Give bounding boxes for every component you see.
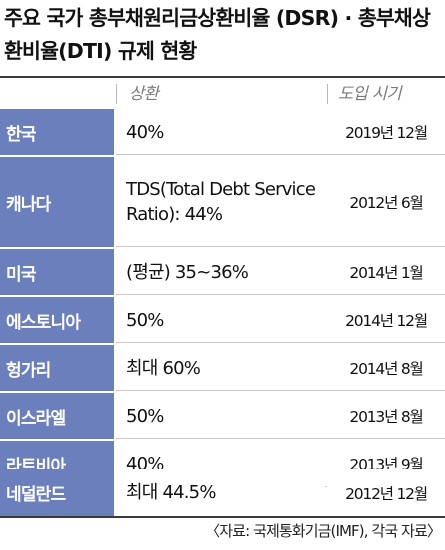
row-divider	[116, 438, 445, 439]
country-cell: 미국	[0, 249, 114, 295]
country-cell: 캐나다	[0, 157, 114, 247]
status-cell: 40%	[116, 109, 325, 155]
row-divider	[116, 154, 445, 155]
country-cell: 한국	[0, 109, 114, 155]
country-cell: 이스라엘	[0, 393, 114, 439]
table-row: 한국 40% 2019년 12월	[0, 109, 445, 155]
table-bottom-rule	[0, 516, 445, 518]
date-cell: 2013년 8월	[327, 393, 445, 439]
source-note: 〈자료: 국제통화기금(IMF), 각국 자료〉	[205, 522, 442, 540]
table-header: 상환 도입 시기	[0, 76, 445, 109]
status-cell: 50%	[116, 393, 325, 439]
row-divider	[116, 294, 445, 295]
page-title: 주요 국가 총부채원리금상환비율 (DSR) · 총부채상환비율(DTI) 규제…	[4, 6, 431, 63]
header-divider	[116, 84, 117, 104]
row-divider	[116, 342, 445, 343]
status-cell: 최대 60%	[116, 345, 325, 391]
country-cell: 헝가리	[0, 345, 114, 391]
table-row: 헝가리 최대 60% 2014년 8월	[0, 345, 445, 391]
table-row: 미국 (평균) 35~36% 2014년 1월	[0, 249, 445, 295]
date-cell: 2014년 8월	[327, 345, 445, 391]
date-cell: 2012년 6월	[327, 157, 445, 247]
row-divider	[116, 246, 445, 247]
date-cell: 2014년 1월	[327, 249, 445, 295]
country-cell: 에스토니아	[0, 297, 114, 343]
date-cell: 2019년 12월	[327, 109, 445, 155]
header-status: 상환	[129, 84, 159, 103]
table-row: 이스라엘 50% 2013년 8월	[0, 393, 445, 439]
date-cell: 2012년 12월	[327, 469, 445, 516]
table-row: 캐나다 TDS(Total Debt Service Ratio): 44% 2…	[0, 157, 445, 247]
status-cell: 최대 44.5%	[116, 469, 325, 516]
status-cell: (평균) 35~36%	[116, 249, 325, 295]
row-divider	[116, 390, 445, 391]
country-cell: 네덜란드	[0, 469, 114, 516]
table-row: 네덜란드 최대 44.5% 2012년 12월	[0, 469, 445, 516]
header-date: 도입 시기	[338, 84, 402, 103]
table-row: 에스토니아 50% 2014년 12월	[0, 297, 445, 343]
date-cell: 2014년 12월	[327, 297, 445, 343]
status-cell: 50%	[116, 297, 325, 343]
header-divider	[327, 84, 328, 104]
status-cell: TDS(Total Debt Service Ratio): 44%	[116, 157, 325, 247]
